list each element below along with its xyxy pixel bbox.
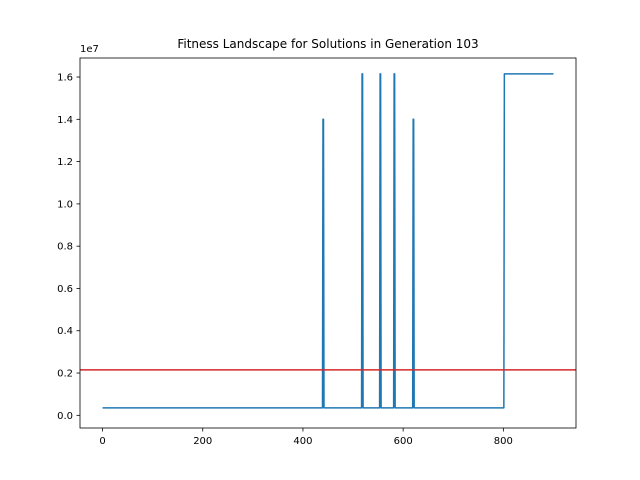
- x-tick-label: 400: [293, 436, 312, 447]
- y-tick-label: 1.2: [57, 157, 73, 168]
- y-tick-label: 0.8: [57, 242, 73, 253]
- y-tick-label: 1.4: [57, 115, 73, 126]
- y-tick-label: 0.4: [57, 326, 73, 337]
- x-tick-label: 200: [193, 436, 212, 447]
- x-tick-label: 800: [494, 436, 513, 447]
- y-tick-label: 0.2: [57, 369, 73, 380]
- plot-area: [80, 73, 576, 409]
- y-tick-label: 1.6: [57, 73, 73, 84]
- y-tick-label: 1.0: [57, 199, 73, 210]
- x-tick-label: 0: [99, 436, 105, 447]
- fitness-series-line: [102, 73, 554, 409]
- y-tick-label: 0.6: [57, 284, 73, 295]
- chart-title: Fitness Landscape for Solutions in Gener…: [177, 37, 478, 51]
- y-offset-label: 1e7: [80, 44, 99, 55]
- axis-ticks: 0 200 400 600 800 0.0 0.2 0.4 0.6 0.8 1.0 1.2 1.4 1.6: [57, 73, 513, 447]
- y-tick-label: 0.0: [57, 411, 73, 422]
- axes-frame: [79, 57, 577, 429]
- x-tick-label: 600: [394, 436, 413, 447]
